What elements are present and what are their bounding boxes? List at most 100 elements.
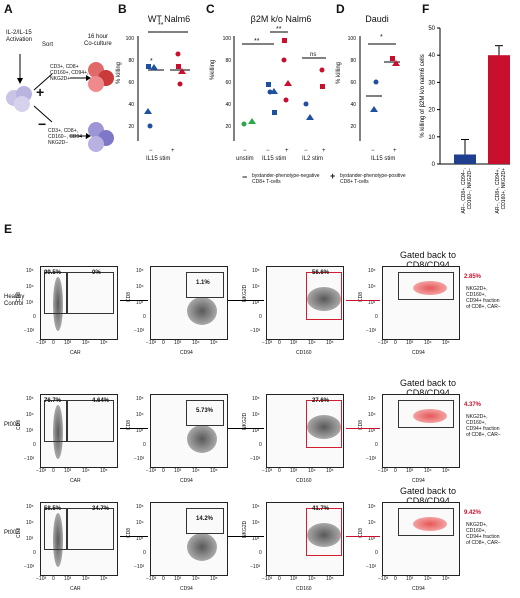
xtick-1e5: 10⁵ — [442, 468, 450, 474]
xtick-1e3: 10³ — [64, 340, 72, 346]
arrow-2 — [228, 428, 264, 429]
ytick-1e5: 10⁵ — [26, 396, 34, 402]
ytick-1e4: 10⁴ — [368, 284, 376, 290]
ytick-0: 0 — [33, 550, 36, 556]
gate-cd160-nkg2d — [306, 400, 342, 448]
flow-plot — [40, 266, 118, 340]
gate-pct-cd94: 14.2% — [196, 516, 214, 522]
panel-b-title: WT Nalm6 — [147, 14, 191, 24]
xtick-0: 0 — [52, 468, 55, 474]
xtick-1e5: 10⁵ — [100, 340, 108, 346]
svg-text:60: 60 — [128, 80, 134, 86]
ytick-neg: −10³ — [24, 328, 35, 334]
ytick-1e5: 10⁵ — [136, 268, 144, 274]
panel-label-a: A — [4, 2, 13, 16]
xtick-neg: −10³ — [36, 468, 47, 474]
xtick-0: 0 — [278, 468, 281, 474]
flow-plot — [150, 394, 228, 468]
ytick-neg: −10³ — [134, 328, 145, 334]
xtick-1e4: 10⁴ — [424, 340, 432, 346]
xtick-neg: −10³ — [146, 576, 157, 582]
gate-pct-cd160: 27.6% — [312, 398, 330, 404]
row-label: Pt007 — [4, 530, 20, 536]
gate-pct-car-neg: 99.5% — [44, 270, 62, 276]
xtick-1e4: 10⁴ — [82, 468, 90, 474]
ytick-1e5: 10⁵ — [26, 268, 34, 274]
flow-plot — [40, 394, 118, 468]
xtick-neg: −10³ — [36, 340, 47, 346]
arrow-2 — [228, 536, 264, 537]
density-contour — [413, 281, 447, 295]
svg-text:20: 20 — [128, 124, 134, 130]
ytick-0: 0 — [375, 442, 378, 448]
ytick-0: 0 — [143, 442, 146, 448]
sort-label: Sort — [42, 42, 54, 48]
ytick-1e5: 10⁵ — [252, 504, 260, 510]
panel-label-e: E — [4, 222, 13, 236]
f-xtick-label: CAR−, CD8+, CD94−,CD160−, NKG2D− — [461, 168, 473, 214]
ytick-1e5: 10⁵ — [252, 396, 260, 402]
ytick-1e3: 10³ — [26, 536, 34, 542]
x-axis-label: CD94 — [180, 586, 193, 592]
f-bar — [488, 55, 510, 165]
panel-d-xlabel: IL15 stim — [371, 156, 396, 162]
x-axis-label: CD160 — [296, 478, 312, 484]
negative-population-label: CD3+, CD8+, CD160−, CD94−, NKG2D− — [48, 128, 87, 146]
result-percent: 4.37% — [464, 402, 482, 408]
xtick-neg: −10³ — [146, 468, 157, 474]
density-contour — [53, 277, 63, 331]
flow-plot — [40, 502, 118, 576]
panel-c-xtick-3: + — [285, 148, 289, 154]
panel-c-group-il2: IL2 stim — [302, 156, 324, 162]
flow-plot — [150, 266, 228, 340]
svg-text:80: 80 — [350, 58, 356, 64]
result-percent: 9.42% — [464, 510, 482, 516]
xtick-1e5: 10⁵ — [210, 340, 218, 346]
svg-text:60: 60 — [350, 80, 356, 86]
legend-neg-text: bystander-phenotype-negative CD8+ T-cell… — [252, 173, 320, 185]
f-ytick-label: 10 — [428, 135, 435, 141]
x-axis-label: CAR — [70, 350, 81, 356]
result-percent: 2.85% — [464, 274, 482, 280]
ytick-1e4: 10⁴ — [136, 284, 144, 290]
xtick-neg: −10³ — [378, 340, 389, 346]
xtick-neg: −10³ — [262, 468, 273, 474]
xtick-1e3: 10³ — [406, 576, 414, 582]
b-neg-point — [146, 64, 151, 69]
ytick-neg: −10³ — [366, 328, 377, 334]
xtick-1e4: 10⁴ — [308, 576, 316, 582]
panel-d-title: Daudi — [365, 14, 389, 24]
svg-text:60: 60 — [225, 80, 231, 86]
panel-c-xtick-5: + — [322, 148, 326, 154]
ytick-0: 0 — [33, 442, 36, 448]
xtick-neg: −10³ — [262, 576, 273, 582]
ytick-neg: −10³ — [250, 328, 261, 334]
ytick-1e3: 10³ — [136, 300, 144, 306]
gate-pct-car-neg: 76.7% — [44, 398, 62, 404]
ytick-1e5: 10⁵ — [136, 396, 144, 402]
ytick-1e4: 10⁴ — [252, 412, 260, 418]
arrow-2 — [228, 300, 264, 301]
result-description: NKG2D+, CD160+, CD94+ fraction of CD8+, … — [466, 522, 501, 546]
xtick-0: 0 — [52, 340, 55, 346]
panel-label-d: D — [336, 2, 345, 16]
ytick-0: 0 — [375, 550, 378, 556]
gate-pct-cd94: 5.73% — [196, 408, 214, 414]
ytick-neg: −10³ — [250, 564, 261, 570]
gate-pct-car-pos: 0% — [92, 270, 101, 276]
ytick-1e3: 10³ — [136, 428, 144, 434]
svg-text:40: 40 — [350, 102, 356, 108]
xtick-neg: −10³ — [36, 576, 47, 582]
ytick-1e5: 10⁵ — [252, 268, 260, 274]
gate-pct-cd160: 41.7% — [312, 506, 330, 512]
gated-title-2: Gated back to CD8/CD94 — [399, 378, 457, 398]
ytick-1e4: 10⁴ — [252, 520, 260, 526]
gate-cd94 — [186, 400, 224, 426]
gate-car-pos — [66, 400, 114, 442]
row-label: Pt006 — [4, 422, 20, 428]
xtick-1e5: 10⁵ — [326, 340, 334, 346]
x-axis-label: CD94 — [412, 478, 425, 484]
xtick-0: 0 — [394, 576, 397, 582]
schematic-drawing — [6, 54, 114, 152]
f-xtick-label: CAR−, CD8+, CD94+,CD160+, NKG2D+ — [495, 168, 507, 214]
